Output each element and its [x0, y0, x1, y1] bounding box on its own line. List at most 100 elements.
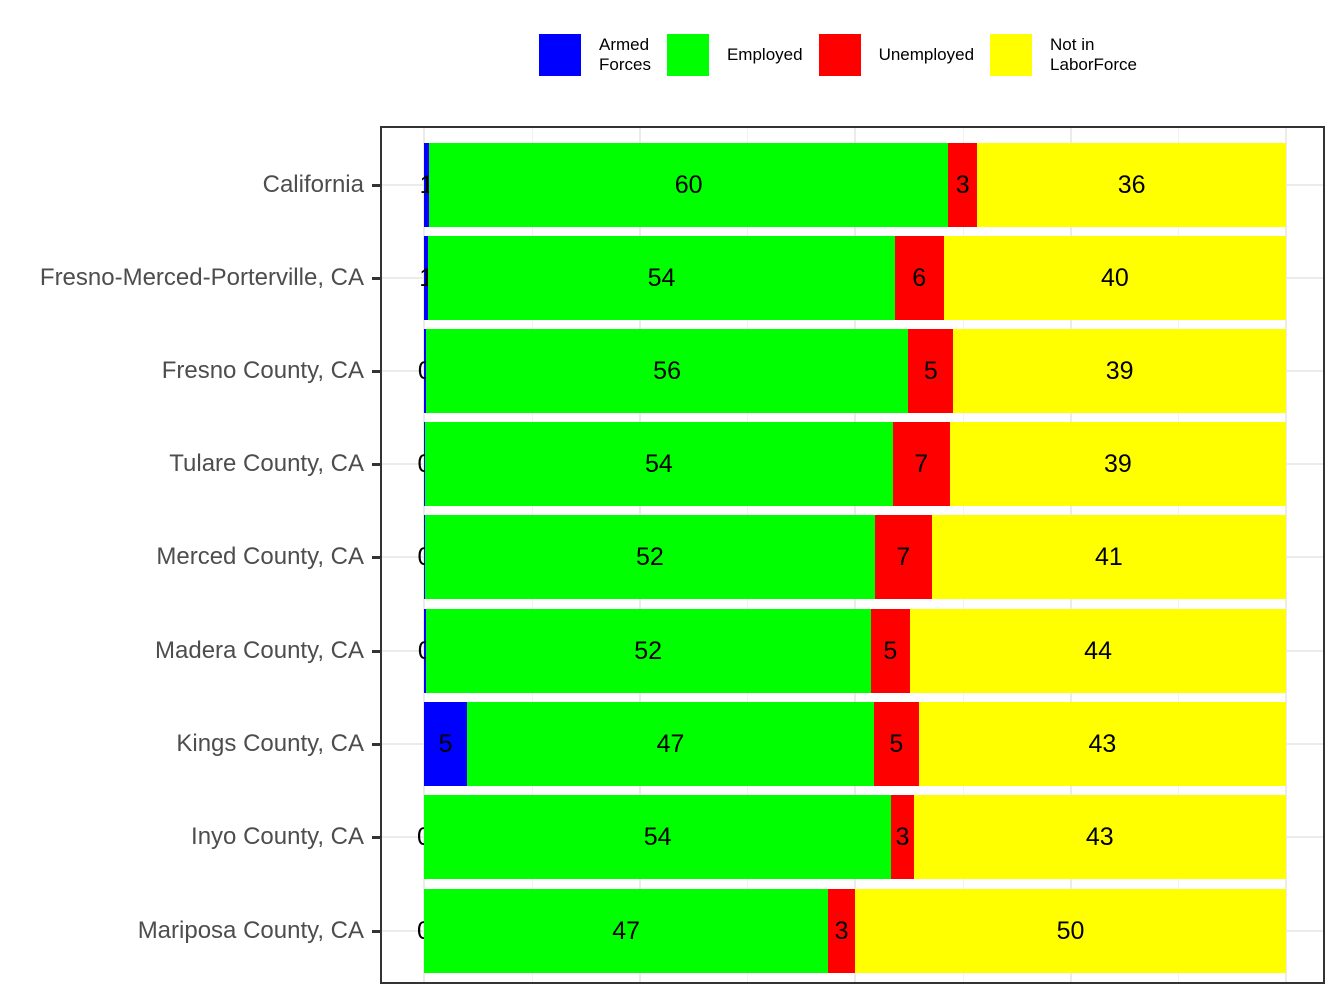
legend-item: Employed	[666, 34, 803, 76]
bar-segment	[424, 795, 892, 879]
bar-segment	[908, 329, 954, 413]
bar-value-label: 3	[955, 171, 970, 199]
bar-segment	[424, 609, 426, 693]
bar-value-label: 41	[1094, 543, 1123, 571]
bar-segment	[425, 329, 909, 413]
bar-segment	[424, 422, 425, 506]
bar-value-label: 47	[656, 730, 685, 758]
legend-swatch	[666, 34, 709, 76]
bar-segment	[424, 143, 430, 227]
y-axis-label: Kings County, CA	[176, 730, 364, 757]
bar-segment	[424, 889, 829, 973]
bar-segment	[977, 143, 1286, 227]
bar-value-label: 52	[634, 637, 663, 665]
bar-row: 1 54 6 40	[382, 236, 1323, 320]
bar-segment	[953, 329, 1286, 413]
bar-value-label: 54	[643, 823, 672, 851]
bar-segment	[429, 143, 949, 227]
y-axis-tick	[372, 930, 380, 933]
bar-value-label: 39	[1105, 357, 1134, 385]
legend-label: Not in LaborForce	[1050, 35, 1137, 74]
legend-label: Armed Forces	[599, 35, 651, 74]
bar-segment	[949, 422, 1286, 506]
bar-segment	[424, 515, 425, 599]
bar-segment	[948, 143, 978, 227]
y-axis-label: Fresno County, CA	[161, 357, 364, 384]
bar-value-label: 43	[1088, 730, 1117, 758]
bar-segment	[918, 702, 1286, 786]
bar-row: 052544	[382, 609, 1323, 693]
legend-item: Armed Forces	[539, 34, 651, 76]
bar-segment	[424, 515, 875, 599]
legend-swatch	[539, 34, 581, 76]
bar-value-label: 40	[1100, 264, 1129, 292]
bar-segment	[428, 236, 895, 320]
bar-segment	[943, 236, 1286, 320]
bar-segment	[894, 236, 944, 320]
bar-value-label: 3	[834, 917, 849, 945]
bar-value-label: 3	[895, 823, 910, 851]
bar-segment	[913, 795, 1286, 879]
bar-value-label: 43	[1085, 823, 1114, 851]
bar-row: 047350	[382, 889, 1323, 973]
bar-segment	[424, 329, 426, 413]
gridline-vertical	[1285, 128, 1287, 982]
bar-value-label: 5	[883, 637, 898, 665]
y-axis-tick	[372, 836, 380, 839]
bar-value-label: 39	[1104, 450, 1132, 478]
y-axis-label: Merced County, CA	[156, 543, 364, 570]
bar-value-label: 56	[653, 357, 681, 385]
y-axis-tick	[372, 463, 380, 466]
bar-row: 054739	[382, 422, 1323, 506]
bar-value-label: 54	[647, 264, 676, 292]
bar-value-label: 5	[438, 730, 453, 758]
y-axis-tick	[372, 184, 380, 187]
y-axis-label: Fresno-Merced-Porterville, CA	[39, 264, 364, 291]
bar-value-label: 47	[612, 917, 641, 945]
bar-segment	[873, 702, 919, 786]
y-axis-label: Mariposa County, CA	[137, 917, 364, 944]
y-axis-label: Tulare County, CA	[169, 450, 364, 477]
bar-segment	[828, 889, 855, 973]
bar-segment	[424, 236, 429, 320]
legend-swatch	[818, 34, 861, 76]
bar-value-label: 7	[914, 450, 929, 478]
bar-value-label: 7	[896, 543, 911, 571]
bar-row: 052741	[382, 515, 1323, 599]
y-axis-tick	[372, 370, 380, 373]
bar-segment	[874, 515, 932, 599]
bar-value-label: 5	[889, 730, 904, 758]
bar-value-label: 54	[644, 450, 673, 478]
y-axis-label: Inyo County, CA	[191, 823, 364, 850]
bar-segment	[424, 422, 893, 506]
bar-segment	[467, 702, 874, 786]
y-axis-tick	[372, 650, 380, 653]
y-axis-tick	[372, 277, 380, 280]
y-axis-tick	[372, 743, 380, 746]
bar-segment	[424, 702, 468, 786]
legend-item: Not in LaborForce	[990, 34, 1137, 76]
legend-label: Employed	[726, 45, 803, 64]
bar-segment	[425, 609, 871, 693]
bar-row: 5 47 5 43	[382, 702, 1323, 786]
legend-item: Unemployed	[818, 34, 975, 76]
legend-label: Unemployed	[878, 45, 975, 64]
bar-segment	[910, 609, 1286, 693]
bar-row: 054343	[382, 795, 1323, 879]
bar-segment	[892, 422, 950, 506]
bar-segment	[855, 889, 1286, 973]
chart-legend: Armed Forces Employed Unemployed Not in Lab…	[539, 33, 1153, 77]
bar-value-label: 52	[635, 543, 664, 571]
bar-value-label: 50	[1056, 917, 1085, 945]
legend-swatch	[990, 34, 1033, 76]
bar-value-label: 6	[912, 264, 927, 292]
y-axis-label: Madera County, CA	[155, 637, 364, 664]
y-axis-tick	[372, 556, 380, 559]
bar-value-label: 5	[923, 357, 938, 385]
bar-value-label: 44	[1084, 637, 1112, 665]
plot-panel: 1603361546400565390547390527410525445475…	[380, 126, 1325, 984]
bar-row: 1 60 3 36	[382, 143, 1323, 227]
bar-segment	[870, 609, 911, 693]
bar-segment	[931, 515, 1286, 599]
